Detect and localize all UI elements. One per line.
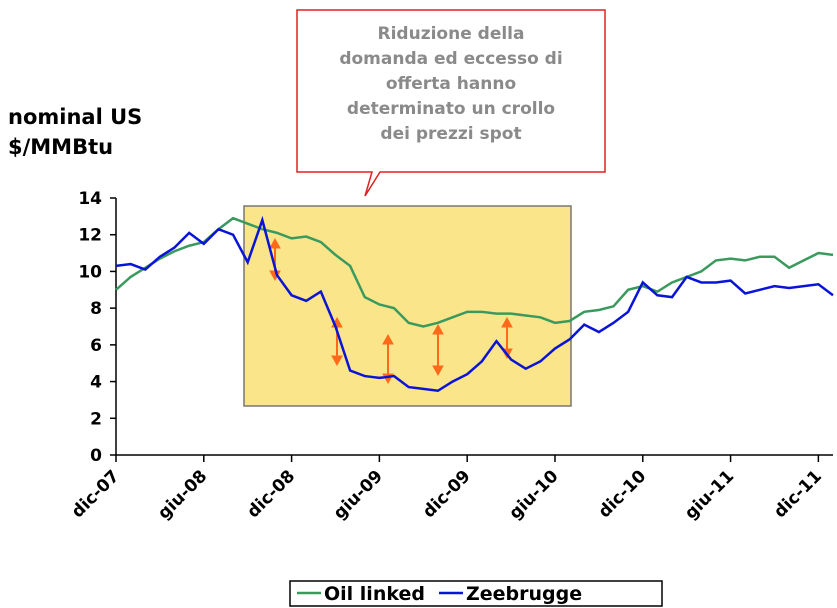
arrow-head bbox=[382, 333, 394, 345]
x-tick-label: dic-11 bbox=[770, 466, 826, 522]
arrow-head bbox=[331, 355, 343, 367]
x-tick-label: dic-09 bbox=[419, 466, 475, 522]
y-tick-label: 14 bbox=[78, 189, 102, 209]
annotation-text: offerta hanno bbox=[386, 74, 516, 94]
y-axis-label: $/MMBtu bbox=[8, 135, 113, 159]
series-line bbox=[115, 216, 834, 328]
arrow-head bbox=[432, 365, 444, 377]
legend-label: Oil linked bbox=[324, 583, 425, 605]
legend-box bbox=[289, 580, 663, 607]
x-tick-label: giu-08 bbox=[154, 466, 211, 523]
callout-box bbox=[296, 9, 606, 197]
y-tick-label: 12 bbox=[78, 226, 102, 246]
highlight-region bbox=[243, 205, 572, 407]
x-tick-label: dic-10 bbox=[595, 466, 651, 522]
arrow-head bbox=[432, 323, 444, 335]
annotation-text: domanda ed eccesso di bbox=[339, 49, 562, 69]
x-tick-label: giu-09 bbox=[330, 466, 387, 523]
x-tick-label: giu-10 bbox=[505, 466, 562, 523]
y-tick-label: 4 bbox=[90, 373, 102, 393]
arrow-head bbox=[501, 316, 513, 328]
y-axis-label: nominal US bbox=[8, 105, 142, 129]
y-tick-label: 2 bbox=[90, 409, 102, 429]
x-tick-label: dic-08 bbox=[243, 466, 299, 522]
y-tick-label: 6 bbox=[90, 336, 102, 356]
y-tick-label: 8 bbox=[90, 299, 102, 319]
series-line bbox=[115, 215, 834, 393]
legend-label: Zeebrugge bbox=[466, 583, 582, 605]
y-tick-label: 0 bbox=[90, 446, 102, 466]
annotation-text: Riduzione della bbox=[378, 24, 525, 44]
annotation-text: dei prezzi spot bbox=[380, 124, 521, 144]
arrow-head bbox=[269, 237, 281, 249]
x-tick-label: giu-11 bbox=[681, 466, 738, 523]
x-tick-label: dic-07 bbox=[68, 466, 124, 522]
y-tick-label: 10 bbox=[78, 262, 102, 282]
annotation-text: determinato un crollo bbox=[347, 99, 555, 119]
